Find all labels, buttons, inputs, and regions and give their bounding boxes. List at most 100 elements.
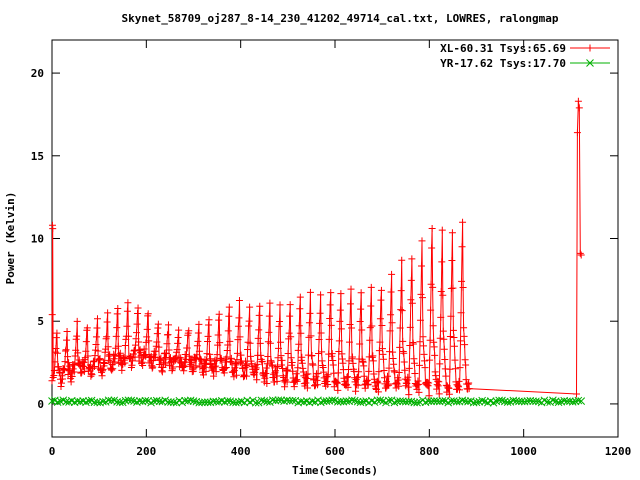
data-point (373, 378, 381, 386)
data-point (164, 321, 172, 329)
x-tick-label: 400 (231, 445, 251, 458)
data-point (376, 396, 385, 405)
data-point (265, 312, 273, 320)
data-point (94, 347, 102, 355)
data-point (272, 364, 280, 372)
data-point (83, 324, 91, 332)
data-point (264, 353, 272, 361)
data-point (454, 382, 462, 390)
data-point (410, 355, 418, 363)
data-point (141, 396, 150, 405)
data-point (425, 392, 433, 400)
y-tick-label: 10 (31, 233, 44, 246)
data-point (440, 345, 448, 353)
data-point (93, 324, 101, 332)
data-point (183, 397, 192, 405)
data-point (253, 360, 261, 368)
data-point (421, 357, 429, 365)
data-point (353, 397, 362, 406)
data-point (334, 386, 342, 394)
data-point (188, 358, 196, 366)
data-point (212, 362, 220, 370)
data-point (228, 358, 236, 366)
data-point (169, 365, 177, 373)
data-point (77, 369, 85, 377)
data-point (256, 302, 264, 310)
data-point (278, 356, 286, 364)
data-point (210, 363, 218, 371)
data-point (171, 355, 179, 363)
data-point (326, 301, 334, 309)
data-point (379, 355, 387, 363)
data-point (357, 289, 365, 297)
data-point (244, 346, 252, 354)
data-point (99, 367, 107, 375)
data-point (286, 301, 294, 309)
data-point (387, 311, 395, 319)
data-point (207, 359, 215, 367)
data-point (327, 289, 335, 297)
data-point (179, 362, 187, 370)
data-point (79, 363, 87, 371)
data-point (174, 339, 182, 347)
data-point (175, 326, 183, 334)
data-point (124, 299, 132, 307)
data-point (304, 370, 312, 378)
data-point (464, 385, 472, 393)
data-point (255, 311, 263, 319)
legend-label-0: XL-60.31 Tsys:65.69 (440, 42, 566, 55)
data-point (438, 258, 446, 266)
data-point (288, 361, 296, 369)
data-point (151, 354, 159, 362)
x-tick-label: 600 (325, 445, 345, 458)
data-point (442, 372, 450, 380)
data-point (231, 360, 239, 368)
data-point (437, 288, 445, 295)
data-point (183, 344, 191, 352)
data-point (195, 347, 203, 355)
data-point (194, 329, 202, 337)
data-point (359, 357, 367, 365)
data-point (168, 367, 176, 375)
data-point (250, 370, 258, 378)
data-point (317, 329, 325, 337)
data-point (273, 363, 281, 371)
data-point (307, 332, 315, 340)
data-point (185, 327, 193, 335)
data-point (100, 359, 108, 367)
chart-title: Skynet_58709_oj287_8-14_230_41202_49714_… (121, 12, 558, 25)
data-point (298, 359, 306, 367)
data-point (306, 309, 314, 317)
legend-label-1: YR-17.62 Tsys:17.70 (440, 57, 566, 70)
data-point (135, 338, 143, 346)
data-point (316, 319, 324, 327)
data-point (447, 312, 455, 320)
data-point (457, 309, 465, 317)
data-point (365, 353, 373, 361)
data-point (82, 338, 90, 346)
data-point (281, 383, 289, 391)
data-point (325, 335, 333, 343)
data-point (549, 396, 557, 405)
y-tick-label: 0 (37, 398, 44, 411)
data-point (314, 381, 322, 389)
data-point (368, 353, 376, 361)
data-point (380, 367, 388, 375)
data-point (440, 335, 448, 343)
data-point (433, 397, 441, 405)
data-point (93, 315, 101, 323)
data-point (306, 288, 314, 296)
data-point (72, 335, 80, 343)
data-point (313, 376, 321, 384)
data-point (96, 356, 104, 364)
data-point (409, 338, 417, 346)
data-point (416, 338, 424, 346)
x-axis-label: Time(Seconds) (292, 464, 378, 477)
data-point (366, 336, 374, 344)
data-point (136, 347, 144, 355)
data-point (222, 363, 230, 371)
data-point (432, 372, 440, 380)
data-point (136, 346, 144, 354)
data-point (240, 373, 248, 381)
data-point (153, 330, 161, 338)
